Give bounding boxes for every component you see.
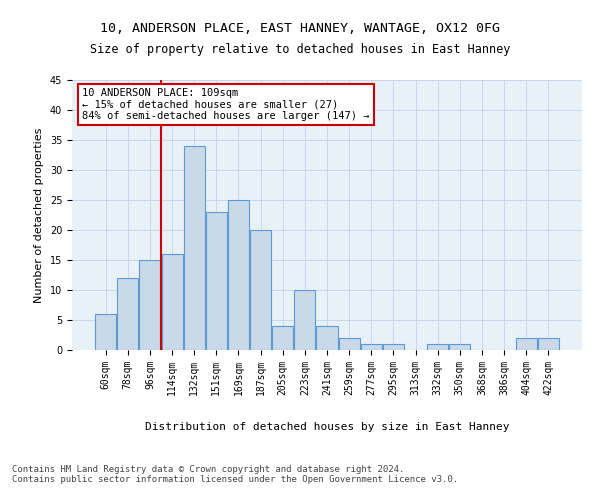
Bar (515, 338, 536, 350)
Bar (250, 230, 271, 350)
Text: Size of property relative to detached houses in East Hanney: Size of property relative to detached ho… (90, 42, 510, 56)
Bar (449, 344, 470, 350)
Bar (295, 290, 316, 350)
Text: Distribution of detached houses by size in East Hanney: Distribution of detached houses by size … (145, 422, 509, 432)
Bar (338, 338, 359, 350)
Bar (118, 278, 139, 350)
Bar (316, 326, 338, 350)
Y-axis label: Number of detached properties: Number of detached properties (34, 128, 44, 302)
Text: 10, ANDERSON PLACE, EAST HANNEY, WANTAGE, OX12 0FG: 10, ANDERSON PLACE, EAST HANNEY, WANTAGE… (100, 22, 500, 36)
Bar (206, 212, 227, 350)
Bar (427, 344, 448, 350)
Bar (139, 260, 160, 350)
Bar (361, 344, 382, 350)
Bar (272, 326, 293, 350)
Text: Contains HM Land Registry data © Crown copyright and database right 2024.
Contai: Contains HM Land Registry data © Crown c… (12, 465, 458, 484)
Bar (161, 254, 182, 350)
Bar (383, 344, 404, 350)
Bar (95, 314, 116, 350)
Text: 10 ANDERSON PLACE: 109sqm
← 15% of detached houses are smaller (27)
84% of semi-: 10 ANDERSON PLACE: 109sqm ← 15% of detac… (82, 88, 370, 122)
Bar (184, 146, 205, 350)
Bar (538, 338, 559, 350)
Bar (228, 200, 249, 350)
